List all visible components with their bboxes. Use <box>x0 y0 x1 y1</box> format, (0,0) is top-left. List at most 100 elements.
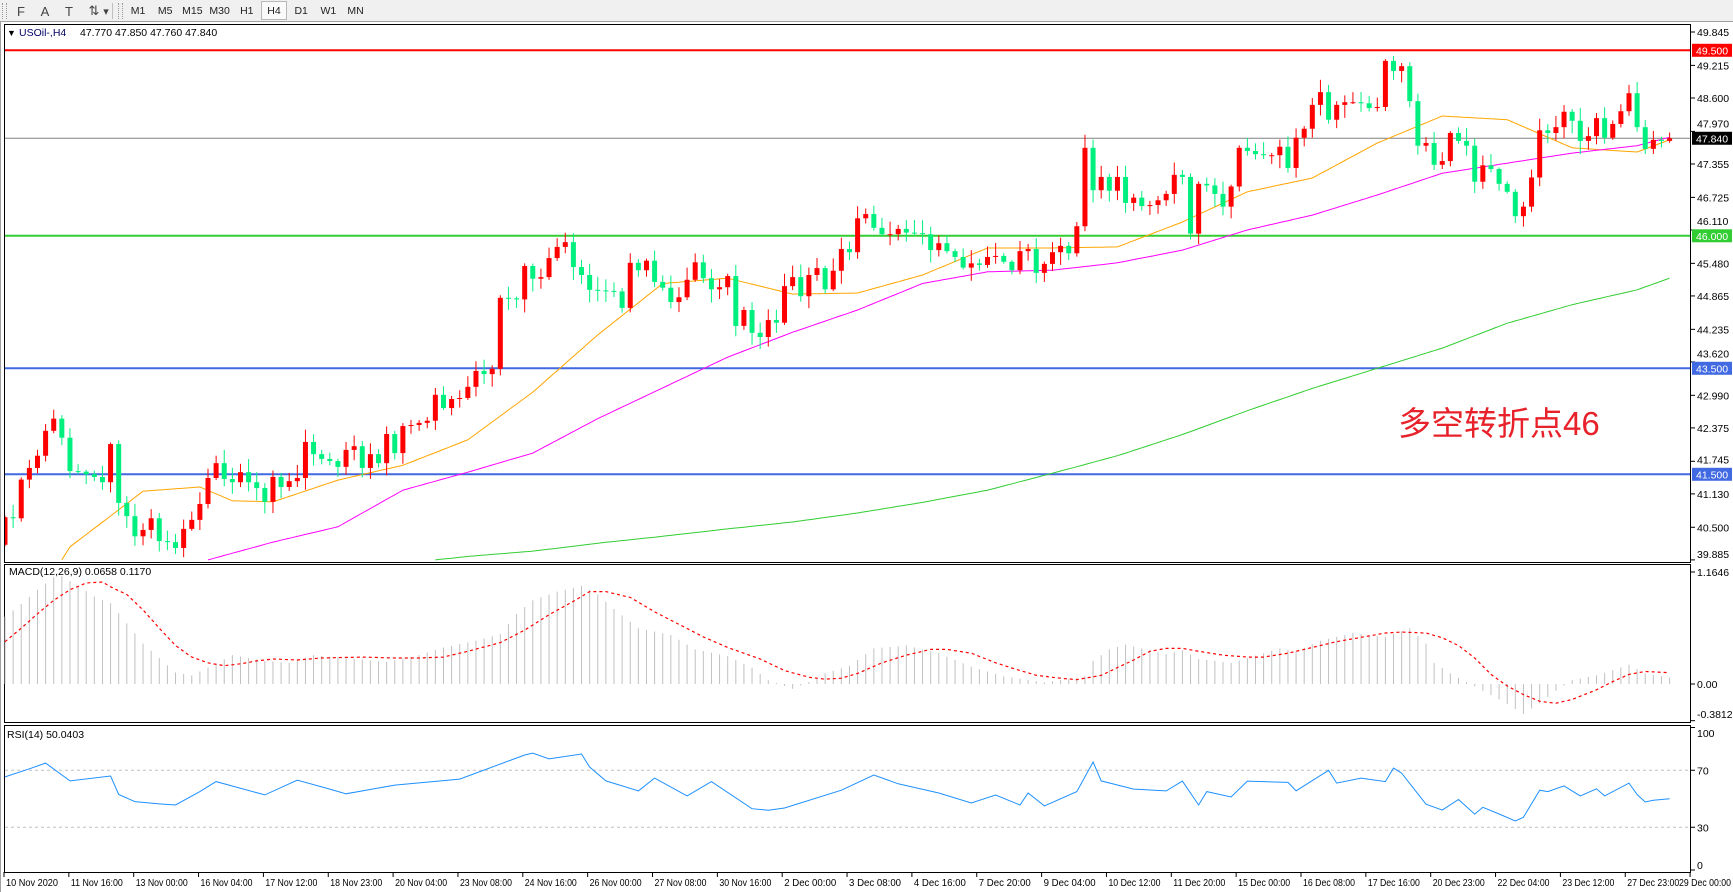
candle <box>51 409 57 434</box>
candle <box>1244 137 1250 156</box>
time-axis-label: 16 Dec 08:00 <box>1303 877 1355 889</box>
candle <box>1667 132 1673 143</box>
period-button-w1[interactable]: W1 <box>320 4 337 17</box>
arrows-icon[interactable]: ⇅ <box>88 3 100 18</box>
candle-body <box>838 249 844 271</box>
candle-body <box>652 260 658 282</box>
candle-body <box>108 444 114 483</box>
time-axis-label: 24 Nov 16:00 <box>525 877 577 889</box>
candle <box>1658 136 1664 148</box>
period-button-m30[interactable]: M30 <box>209 4 230 17</box>
candle <box>579 259 585 284</box>
candle <box>1228 184 1234 219</box>
candle <box>1504 181 1510 194</box>
period-button-mn[interactable]: MN <box>347 4 364 17</box>
candle-body <box>1277 146 1283 156</box>
macd-axis-label: 0.00 <box>1697 679 1718 691</box>
candle <box>1139 190 1145 211</box>
candle-body <box>237 472 243 483</box>
candle <box>1358 91 1364 112</box>
toolbar-grip[interactable] <box>118 3 123 19</box>
candle-body <box>911 232 917 234</box>
candle <box>449 395 455 416</box>
candle-body <box>1374 106 1380 109</box>
candle <box>43 423 49 462</box>
time-axis-label: 16 Nov 04:00 <box>201 877 253 889</box>
candle-body <box>1658 139 1664 141</box>
candle <box>213 455 219 481</box>
candle <box>587 263 593 303</box>
candle-body <box>51 418 57 431</box>
candle <box>676 287 682 313</box>
candle <box>855 206 861 259</box>
candle-body <box>1399 66 1405 71</box>
candle-body <box>1488 165 1494 170</box>
candle-body <box>1041 263 1047 273</box>
candle-body <box>197 503 203 520</box>
period-button-m1[interactable]: M1 <box>130 4 146 17</box>
candle-body <box>830 270 836 290</box>
candle-body <box>1098 176 1104 191</box>
candle-body <box>1553 127 1559 133</box>
rsi-label: RSI(14) 50.0403 <box>7 729 84 741</box>
period-button-m15[interactable]: M15 <box>182 4 203 17</box>
level-price-tag: 49.500 <box>1696 45 1728 57</box>
candle-body <box>10 517 16 519</box>
period-button-m5[interactable]: M5 <box>157 4 173 17</box>
candle-body <box>579 267 585 276</box>
candle <box>1188 173 1194 240</box>
price-axis-label: 46.725 <box>1697 192 1729 204</box>
candle <box>1171 162 1177 204</box>
candle <box>1261 142 1267 160</box>
price-axis-label: 46.110 <box>1697 216 1728 228</box>
candle <box>968 250 974 281</box>
candle-body <box>1204 183 1210 186</box>
candle <box>173 534 179 554</box>
moving-average-line-3 <box>435 277 1670 561</box>
candle-body <box>319 454 325 459</box>
chart-window[interactable]: 49.845 49.215 48.600 47.970 47.355 46.725 46.1… <box>0 22 1733 892</box>
macd-panel <box>4 564 1691 723</box>
candle-body <box>189 519 195 529</box>
candle <box>400 423 406 464</box>
candle <box>1382 59 1388 112</box>
text-label-icon[interactable]: T <box>65 3 73 19</box>
candle <box>440 386 446 411</box>
grid-f-icon[interactable]: F <box>17 3 25 19</box>
period-button-h1[interactable]: H1 <box>240 4 254 17</box>
candle-body <box>229 479 235 483</box>
candle-body <box>335 461 341 467</box>
level-price-tag-background <box>1692 467 1732 481</box>
candle <box>1391 56 1397 80</box>
level-price-tag: 46.000 <box>1696 231 1728 243</box>
candle-body <box>1650 139 1656 149</box>
candle <box>254 472 260 501</box>
candle <box>814 257 820 281</box>
time-axis-label: 27 Dec 23:00 <box>1627 877 1679 889</box>
candle-body <box>67 437 73 472</box>
candle-body <box>1228 186 1234 207</box>
candle-body <box>99 476 105 483</box>
candle-body <box>643 260 649 271</box>
candle <box>1472 138 1478 193</box>
candle-body <box>416 422 422 425</box>
period-button-h4[interactable]: H4 <box>261 1 287 20</box>
collapse-icon[interactable]: ▼ <box>7 28 16 38</box>
candle <box>140 523 146 546</box>
candle-body <box>863 214 869 219</box>
candle <box>1553 115 1559 141</box>
candle-body <box>717 287 723 290</box>
macd-axis-label: -0.3812 <box>1697 709 1733 721</box>
period-button-d1[interactable]: D1 <box>294 4 308 17</box>
dropdown-icon[interactable]: ▾ <box>103 5 109 18</box>
candle-body <box>148 518 154 530</box>
candle-body <box>1244 147 1250 151</box>
candle <box>830 258 836 292</box>
candle <box>603 279 609 302</box>
symbol-timeframe: USOil-,H4 <box>19 27 66 39</box>
candle-body <box>538 277 544 279</box>
toolbar-grip[interactable] <box>2 3 7 19</box>
text-a-icon[interactable]: A <box>40 3 50 19</box>
candle <box>1123 165 1129 213</box>
candle <box>1106 173 1112 202</box>
